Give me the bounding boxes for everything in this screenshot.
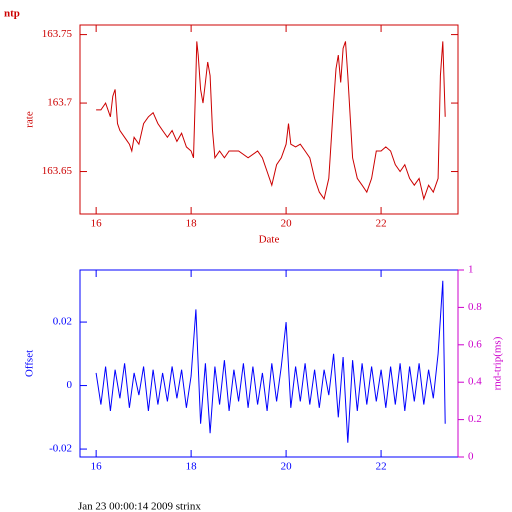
x-tick-label: 20 xyxy=(281,218,293,230)
x-tick-label: 18 xyxy=(186,461,198,473)
y-tick-label: 0 xyxy=(67,379,73,391)
y-tick-label: 163.65 xyxy=(42,165,73,177)
x-tick-label: 16 xyxy=(91,461,103,473)
x-tick-label: 20 xyxy=(281,461,293,473)
x-tick-label: 18 xyxy=(186,218,198,230)
y-tick-label: -0.02 xyxy=(49,443,72,455)
x-tick-label: 16 xyxy=(91,218,103,230)
y2-tick-label: 1 xyxy=(468,264,474,276)
data-line xyxy=(96,41,446,201)
plot-frame xyxy=(79,24,459,215)
footer: Jan 23 00:00:14 2009 strinx xyxy=(78,501,201,512)
x-tick-label: 22 xyxy=(376,461,387,473)
y2-tick-label: 0.8 xyxy=(468,301,482,313)
y-tick-label: 0.02 xyxy=(53,316,72,328)
y-tick-label: 163.7 xyxy=(47,97,72,109)
x-axis-label: Date xyxy=(259,234,280,246)
plot-frame xyxy=(79,269,459,458)
y2-tick-label: 0 xyxy=(468,451,474,463)
y2-tick-label: 0.4 xyxy=(468,376,482,388)
y-tick-label: 163.75 xyxy=(42,28,73,40)
chart-title: ntp xyxy=(4,8,20,20)
y-axis-label: rate xyxy=(24,111,36,128)
y2-axis-label: rnd-trip(ms) xyxy=(492,336,504,390)
y2-tick-label: 0.6 xyxy=(468,338,482,350)
data-line xyxy=(95,280,446,443)
x-tick-label: 22 xyxy=(376,218,387,230)
y-axis-label: Offset xyxy=(24,350,36,377)
y2-tick-label: 0.2 xyxy=(468,413,482,425)
